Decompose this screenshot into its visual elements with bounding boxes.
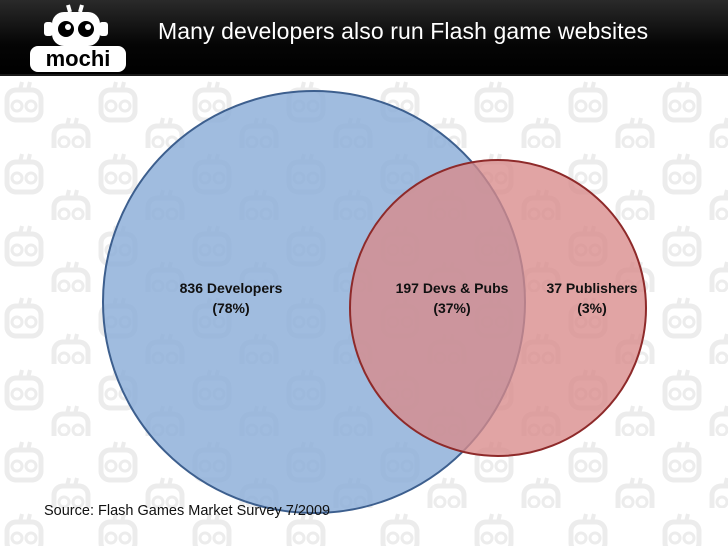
- developers-percent: (78%): [212, 300, 250, 316]
- publishers-label: 37 Publishers (3%): [536, 278, 648, 318]
- publishers-circle: [349, 159, 647, 457]
- publishers-count: 37 Publishers: [546, 280, 638, 296]
- page-title: Many developers also run Flash game webs…: [158, 18, 649, 44]
- overlap-label: 197 Devs & Pubs (37%): [383, 278, 521, 318]
- overlap-percent: (37%): [433, 300, 471, 316]
- header-bar: mochi Many developers also run Flash gam…: [0, 0, 728, 76]
- developers-label: 836 Developers (78%): [164, 278, 298, 318]
- mochi-robot-logo-icon: mochi: [30, 4, 126, 72]
- logo-wordmark: mochi: [46, 46, 111, 71]
- source-caption: Source: Flash Games Market Survey 7/2009: [44, 503, 331, 519]
- developers-count: 836 Developers: [179, 280, 283, 296]
- overlap-count: 197 Devs & Pubs: [395, 280, 509, 296]
- publishers-percent: (3%): [577, 300, 607, 316]
